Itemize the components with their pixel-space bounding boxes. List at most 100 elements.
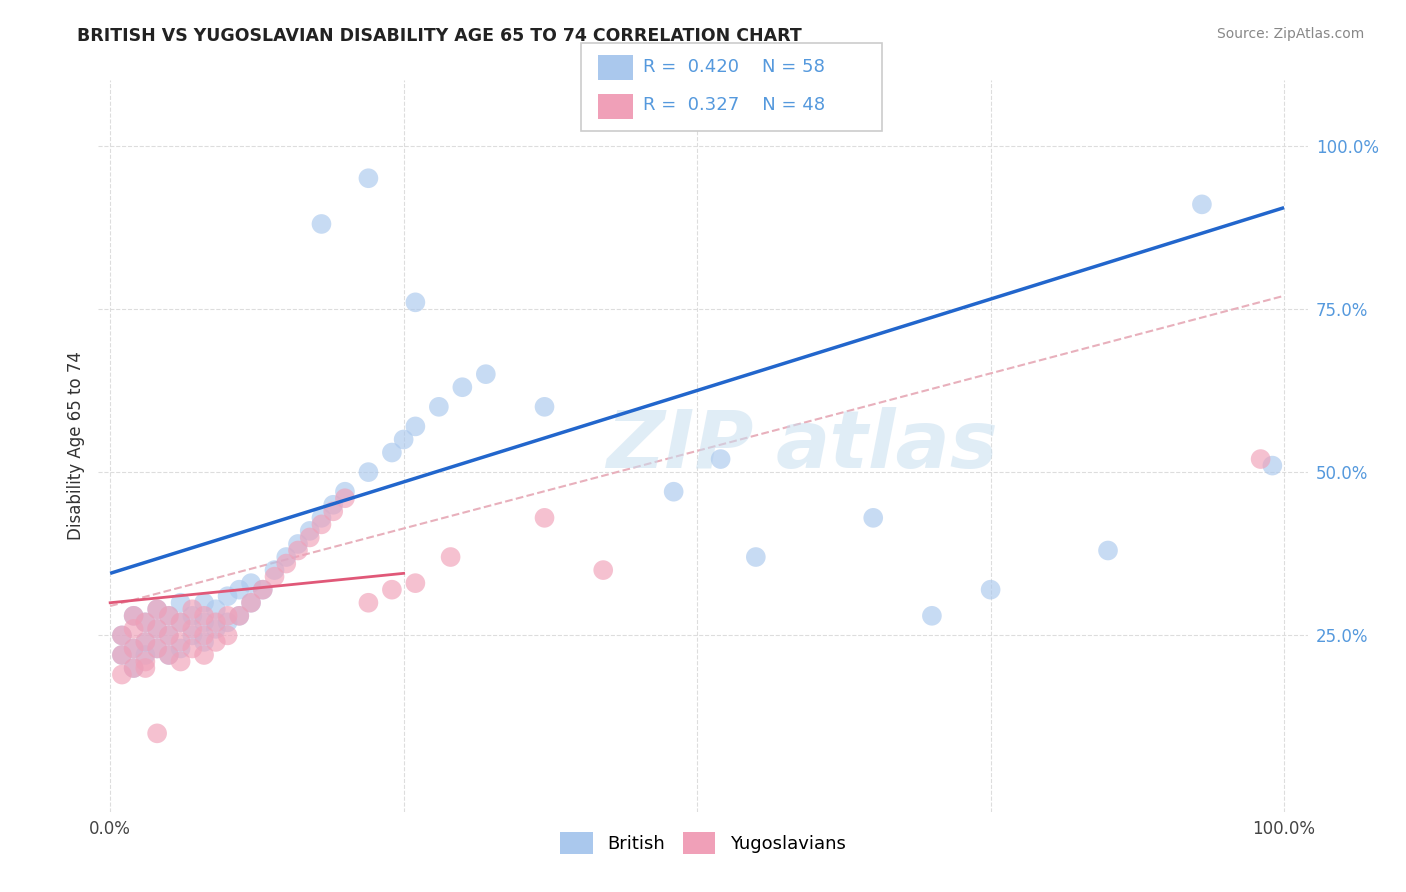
Point — [381, 445, 404, 459]
Point — [228, 608, 250, 623]
Point — [193, 615, 215, 630]
Point — [451, 380, 474, 394]
Point — [134, 615, 156, 630]
Point — [193, 628, 215, 642]
Point — [193, 608, 215, 623]
Point — [662, 484, 685, 499]
Point — [217, 608, 239, 623]
Point — [921, 608, 943, 623]
Point — [111, 648, 134, 662]
Point — [298, 530, 321, 544]
Point — [157, 608, 180, 623]
Point — [122, 661, 145, 675]
Point — [322, 504, 344, 518]
Point — [134, 661, 156, 675]
Point — [1250, 452, 1272, 467]
Text: R =  0.420    N = 58: R = 0.420 N = 58 — [643, 58, 824, 76]
Point — [169, 615, 191, 630]
Point — [169, 641, 191, 656]
Point — [193, 596, 215, 610]
Point — [122, 608, 145, 623]
Point — [111, 628, 134, 642]
Point — [146, 641, 169, 656]
Point — [134, 635, 156, 649]
Point — [404, 295, 426, 310]
Point — [404, 419, 426, 434]
Point — [181, 622, 204, 636]
Point — [710, 452, 733, 467]
Point — [252, 582, 274, 597]
Point — [169, 596, 191, 610]
Point — [111, 628, 134, 642]
Point — [193, 648, 215, 662]
Point — [252, 582, 274, 597]
Point — [333, 484, 356, 499]
Point — [157, 648, 180, 662]
Point — [217, 628, 239, 642]
Point — [276, 557, 298, 571]
Point — [427, 400, 450, 414]
Point — [980, 582, 1002, 597]
Point — [322, 498, 344, 512]
Y-axis label: Disability Age 65 to 74: Disability Age 65 to 74 — [66, 351, 84, 541]
Point — [533, 400, 555, 414]
Point — [357, 465, 380, 479]
Point — [181, 608, 204, 623]
Text: R =  0.327    N = 48: R = 0.327 N = 48 — [643, 96, 825, 114]
Point — [592, 563, 614, 577]
Point — [311, 217, 333, 231]
Point — [311, 517, 333, 532]
Point — [193, 635, 215, 649]
Point — [228, 608, 250, 623]
Point — [311, 511, 333, 525]
Point — [204, 635, 226, 649]
Point — [228, 582, 250, 597]
Point — [298, 524, 321, 538]
Point — [1097, 543, 1119, 558]
Point — [111, 648, 134, 662]
Point — [157, 628, 180, 642]
Text: atlas: atlas — [776, 407, 998, 485]
Point — [745, 549, 768, 564]
Point — [439, 549, 461, 564]
Point — [357, 596, 380, 610]
Point — [169, 635, 191, 649]
Point — [146, 622, 169, 636]
Point — [392, 433, 415, 447]
Point — [287, 543, 309, 558]
Point — [146, 641, 169, 656]
Point — [146, 726, 169, 740]
Point — [217, 615, 239, 630]
Point — [1191, 197, 1213, 211]
Point — [276, 549, 298, 564]
Point — [134, 635, 156, 649]
Text: BRITISH VS YUGOSLAVIAN DISABILITY AGE 65 TO 74 CORRELATION CHART: BRITISH VS YUGOSLAVIAN DISABILITY AGE 65… — [77, 27, 801, 45]
Point — [287, 537, 309, 551]
Point — [263, 569, 285, 583]
Point — [146, 602, 169, 616]
Point — [111, 667, 134, 681]
Point — [217, 589, 239, 603]
Point — [204, 615, 226, 630]
Point — [181, 641, 204, 656]
Point — [475, 367, 498, 381]
Point — [122, 641, 145, 656]
Point — [134, 655, 156, 669]
Point — [122, 661, 145, 675]
Legend: British, Yugoslavians: British, Yugoslavians — [560, 832, 846, 854]
Point — [333, 491, 356, 506]
Point — [240, 596, 263, 610]
Point — [862, 511, 884, 525]
Point — [533, 511, 555, 525]
Point — [169, 655, 191, 669]
Point — [204, 622, 226, 636]
Point — [157, 628, 180, 642]
Point — [122, 641, 145, 656]
Point — [357, 171, 380, 186]
Point — [122, 622, 145, 636]
Point — [157, 648, 180, 662]
Point — [263, 563, 285, 577]
Point — [404, 576, 426, 591]
Point — [181, 628, 204, 642]
Point — [146, 622, 169, 636]
